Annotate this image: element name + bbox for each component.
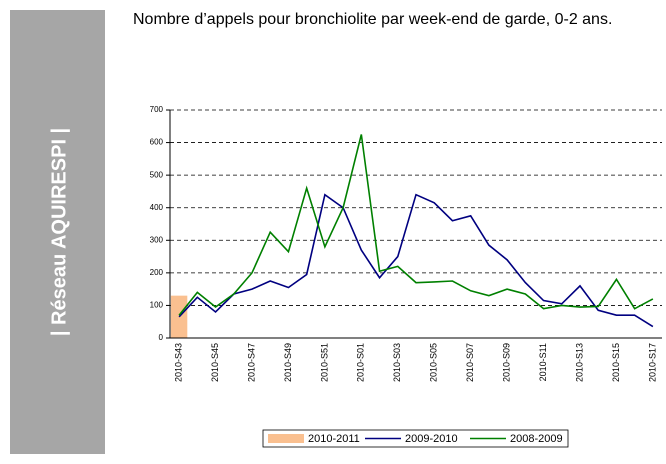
- y-tick-label: 500: [150, 170, 164, 179]
- x-tick-label: 2010-S43: [173, 343, 183, 382]
- y-tick-label: 300: [150, 235, 164, 244]
- legend-label: 2009-2010: [405, 433, 458, 445]
- sidebar: [10, 10, 105, 454]
- y-tick-label: 200: [150, 268, 164, 277]
- x-tick-label: 2010-S15: [611, 343, 621, 382]
- sidebar-label: | Réseau AQUIRESPI |: [48, 128, 70, 336]
- legend-label: 2008-2009: [510, 433, 563, 445]
- y-tick-label: 600: [150, 138, 164, 147]
- x-tick-label: 2010-S13: [574, 343, 584, 382]
- x-tick-label: 2010-S05: [429, 343, 439, 382]
- x-tick-label: 2010-S01: [356, 343, 366, 382]
- line: [178, 193, 654, 328]
- x-tick-label: 2010-S45: [210, 343, 220, 382]
- y-tick-label: 0: [159, 333, 164, 342]
- y-tick-label: 700: [150, 105, 164, 114]
- x-tick-label: 2010-S51: [319, 343, 329, 382]
- x-tick-label: 2010-S17: [647, 343, 657, 382]
- legend-box: [262, 429, 569, 448]
- legend-swatch: [268, 434, 304, 443]
- x-tick-label: 2010-S03: [392, 343, 402, 382]
- line: [178, 134, 654, 316]
- y-tick-label: 100: [150, 301, 164, 310]
- x-tick-label: 2010-S07: [465, 343, 475, 382]
- legend-label: 2010-2011: [308, 433, 360, 445]
- x-tick-label: 2010-S49: [283, 343, 293, 382]
- x-tick-label: 2010-S47: [246, 343, 256, 382]
- chart-title: Nombre d’appels pour bronchiolite par we…: [133, 11, 613, 28]
- x-tick-label: 2010-S09: [501, 343, 511, 382]
- y-tick-label: 400: [150, 203, 164, 212]
- x-tick-label: 2010-S11: [538, 343, 548, 381]
